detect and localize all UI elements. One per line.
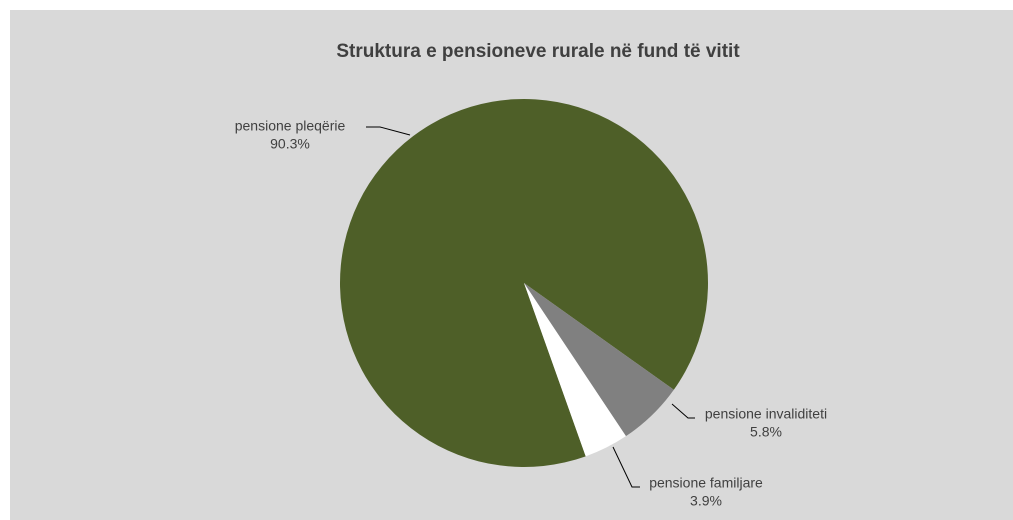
category-label: pensione invaliditeti	[705, 406, 827, 422]
leader-line	[612, 446, 640, 488]
pie-slice	[524, 283, 626, 457]
data-label: 90.3%	[270, 136, 310, 152]
leader-line	[671, 403, 695, 419]
pie-slice	[339, 98, 708, 467]
chart-title: Struktura e pensioneve rurale në fund të…	[336, 41, 740, 62]
data-label: 5.8%	[750, 424, 782, 440]
leader-line	[366, 126, 411, 136]
data-label: 3.9%	[690, 493, 722, 509]
category-label: pensione familjare	[649, 475, 763, 491]
category-label: pensione pleqërie	[235, 118, 346, 134]
pie-slice	[524, 283, 674, 437]
